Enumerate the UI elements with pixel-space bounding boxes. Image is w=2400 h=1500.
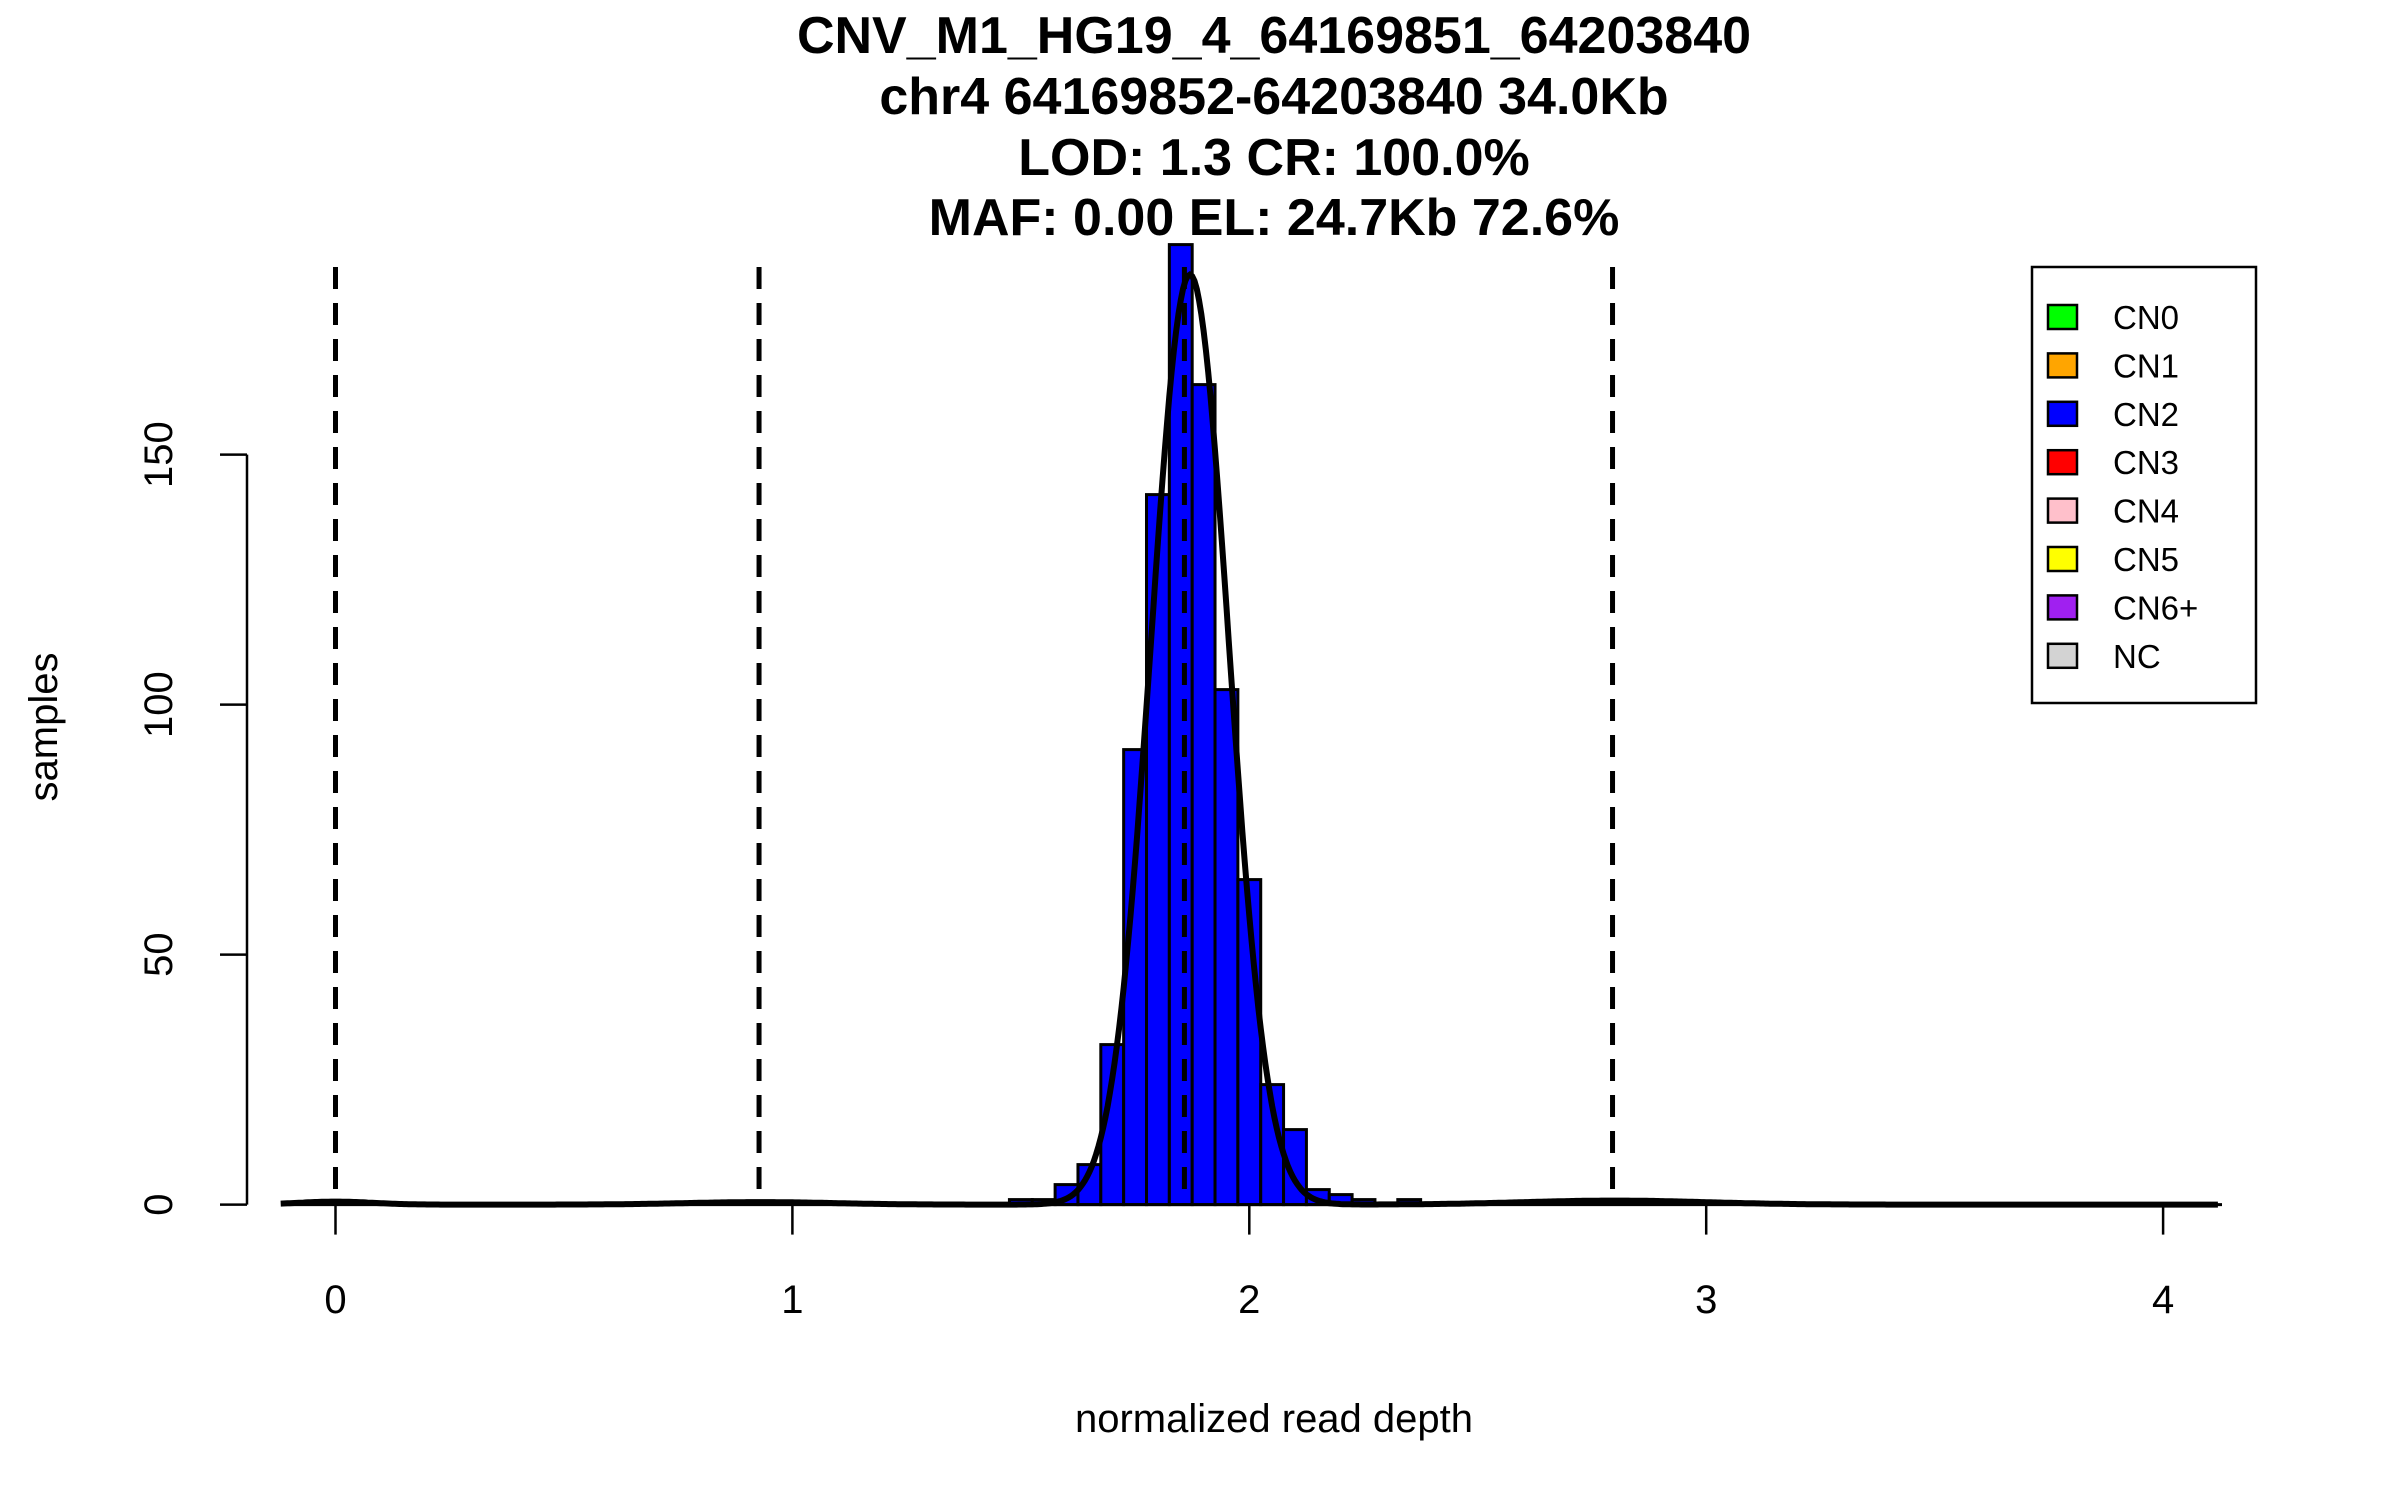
x-tick-label: 4 <box>2152 1278 2174 1322</box>
legend: CN0 CN1 CN2 CN3 CN4 CN5 CN6+ NC <box>2030 265 2258 705</box>
legend-swatch <box>2046 303 2079 331</box>
legend-swatch <box>2046 497 2079 524</box>
x-tick-label: 0 <box>324 1278 346 1322</box>
legend-label: CN2 <box>2113 396 2179 433</box>
legend-swatch <box>2046 545 2079 573</box>
x-axis-label: normalized read depth <box>1075 1397 1473 1441</box>
title-line-2: chr4 64169852-64203840 34.0Kb <box>879 68 1668 126</box>
axes: 0 1 2 3 4 0 50 100 150 <box>137 421 2222 1322</box>
x-tick-label: 3 <box>1695 1278 1717 1322</box>
legend-label: NC <box>2113 638 2161 675</box>
y-tick-label: 0 <box>137 1193 181 1215</box>
title-line-3: LOD: 1.3 CR: 100.0% <box>1018 129 1530 187</box>
x-tick-label: 2 <box>1238 1278 1260 1322</box>
title-line-4: MAF: 0.00 EL: 24.7Kb 72.6% <box>929 189 1620 247</box>
y-axis-label: samples <box>22 653 66 802</box>
histogram-bar <box>1213 688 1240 1207</box>
legend-swatch <box>2046 594 2079 621</box>
x-tick-label: 1 <box>781 1278 803 1322</box>
legend-label: CN3 <box>2113 444 2179 481</box>
histogram-bars <box>1007 243 1423 1207</box>
histogram-bar <box>1144 493 1171 1207</box>
y-tick-label: 150 <box>137 421 181 488</box>
legend-label: CN6+ <box>2113 589 2198 626</box>
y-tick-label: 50 <box>137 932 181 977</box>
legend-swatch <box>2046 400 2079 428</box>
y-tick-label: 100 <box>137 671 181 738</box>
legend-label: CN5 <box>2113 541 2179 578</box>
legend-swatch <box>2046 352 2079 379</box>
legend-label: CN0 <box>2113 299 2179 336</box>
legend-swatch <box>2046 448 2079 476</box>
title-line-1: CNV_M1_HG19_4_64169851_64203840 <box>797 7 1751 65</box>
legend-label: CN4 <box>2113 493 2179 530</box>
legend-box <box>2030 265 2258 705</box>
legend-label: CN1 <box>2113 347 2179 384</box>
legend-swatch <box>2046 642 2079 670</box>
histogram-bar <box>1190 383 1217 1207</box>
chart-title: CNV_M1_HG19_4_64169851_64203840 chr4 641… <box>797 7 1751 247</box>
dashed-lines <box>333 267 1616 1205</box>
